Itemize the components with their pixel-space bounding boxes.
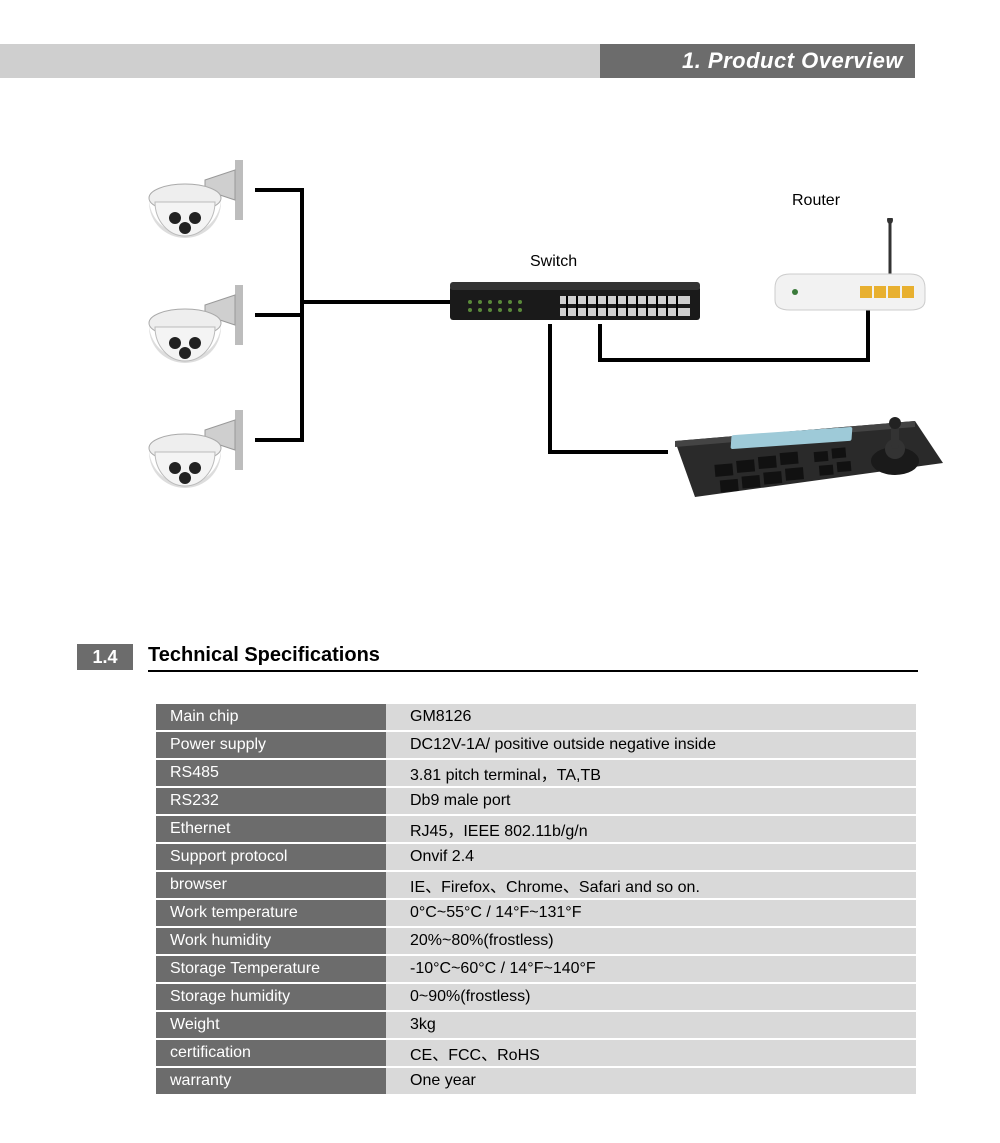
spec-row: Storage Temperature-10°C~60°C / 14°F~140… [156, 956, 918, 982]
spec-value: Db9 male port [386, 788, 916, 814]
spec-row: certificationCE、FCC、RoHS [156, 1040, 918, 1066]
spec-value: Onvif 2.4 [386, 844, 916, 870]
spec-row: Main chipGM8126 [156, 704, 918, 730]
ptz-camera-icon [135, 410, 255, 500]
spec-label: browser [156, 872, 386, 898]
spec-row: warrantyOne year [156, 1068, 918, 1094]
spec-label: Weight [156, 1012, 386, 1038]
cable-switch-kbd-h [548, 450, 668, 454]
spec-label: RS485 [156, 760, 386, 786]
header-bar-right: 1. Product Overview [600, 44, 915, 78]
spec-value: -10°C~60°C / 14°F~140°F [386, 956, 916, 982]
spec-row: Weight3kg [156, 1012, 918, 1038]
spec-value: 3.81 pitch terminal，TA,TB [386, 760, 916, 786]
spec-row: Work humidity20%~80%(frostless) [156, 928, 918, 954]
spec-label: certification [156, 1040, 386, 1066]
spec-row: RS4853.81 pitch terminal，TA,TB [156, 760, 918, 786]
cable-switch-kbd-v [548, 324, 552, 454]
topology-diagram: Switch Router [0, 140, 1000, 570]
page-title: 1. Product Overview [682, 48, 903, 74]
spec-row: Work temperature0°C~55°C / 14°F~131°F [156, 900, 918, 926]
spec-row: RS232Db9 male port [156, 788, 918, 814]
spec-value: IE、Firefox、Chrome、Safari and so on. [386, 872, 916, 898]
header-bar-left [0, 44, 600, 78]
spec-value: 0~90%(frostless) [386, 984, 916, 1010]
spec-label: Support protocol [156, 844, 386, 870]
spec-value: GM8126 [386, 704, 916, 730]
spec-value: One year [386, 1068, 916, 1094]
network-switch-icon [450, 280, 700, 331]
spec-row: browserIE、Firefox、Chrome、Safari and so o… [156, 872, 918, 898]
wifi-router-icon [770, 218, 930, 323]
ptz-camera-icon [135, 160, 255, 250]
spec-row: Support protocolOnvif 2.4 [156, 844, 918, 870]
spec-value: 3kg [386, 1012, 916, 1038]
spec-label: Power supply [156, 732, 386, 758]
spec-label: Storage humidity [156, 984, 386, 1010]
cable-cam3 [255, 438, 304, 442]
cable-bus-to-switch [300, 300, 452, 304]
spec-label: Ethernet [156, 816, 386, 842]
spec-value: DC12V-1A/ positive outside negative insi… [386, 732, 916, 758]
spec-value: 0°C~55°C / 14°F~131°F [386, 900, 916, 926]
section-title: Technical Specifications [148, 644, 918, 672]
page: 1. Product Overview Switch Router [0, 0, 1000, 1143]
spec-label: Work humidity [156, 928, 386, 954]
cable-cam2 [255, 313, 304, 317]
spec-value: RJ45，IEEE 802.11b/g/n [386, 816, 916, 842]
spec-label: Storage Temperature [156, 956, 386, 982]
spec-value: 20%~80%(frostless) [386, 928, 916, 954]
spec-row: Power supplyDC12V-1A/ positive outside n… [156, 732, 918, 758]
cable-switch-router-h [598, 358, 870, 362]
spec-label: warranty [156, 1068, 386, 1094]
spec-row: Storage humidity0~90%(frostless) [156, 984, 918, 1010]
spec-table: Main chipGM8126Power supplyDC12V-1A/ pos… [156, 704, 918, 1096]
ptz-keyboard-icon [665, 413, 945, 508]
spec-row: EthernetRJ45，IEEE 802.11b/g/n [156, 816, 918, 842]
spec-label: RS232 [156, 788, 386, 814]
router-label: Router [792, 192, 840, 210]
spec-value: CE、FCC、RoHS [386, 1040, 916, 1066]
ptz-camera-icon [135, 285, 255, 375]
section-number-badge: 1.4 [77, 644, 133, 670]
switch-label: Switch [530, 253, 577, 271]
spec-label: Work temperature [156, 900, 386, 926]
spec-label: Main chip [156, 704, 386, 730]
cable-cam1 [255, 188, 304, 192]
